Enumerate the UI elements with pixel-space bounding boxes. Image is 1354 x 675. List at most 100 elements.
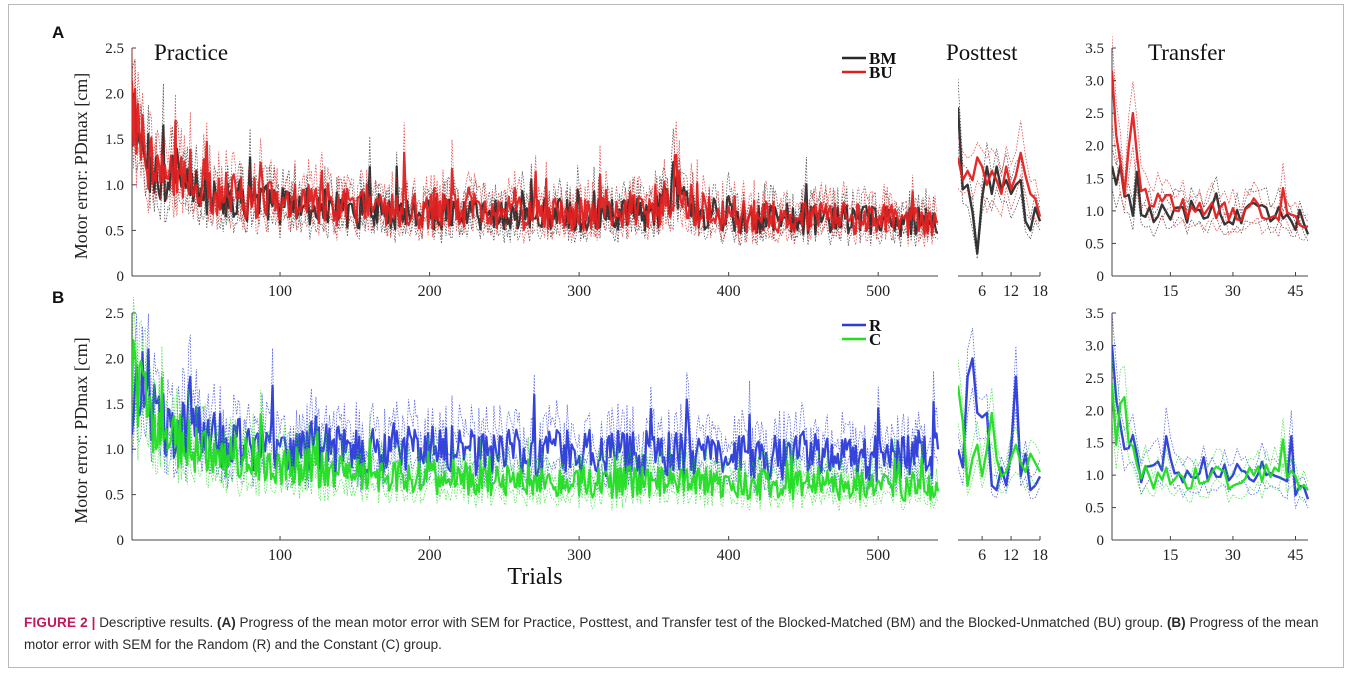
x-tick-label: 18	[1032, 547, 1048, 564]
x-tick-label: 6	[978, 547, 986, 564]
x-tick-label: 200	[418, 283, 442, 300]
series-line-bu	[1112, 70, 1309, 229]
figure-frame	[8, 4, 1344, 668]
sem-upper-c	[958, 359, 1041, 471]
x-tick-label: 200	[418, 547, 442, 564]
subplot-practice: 0 0.5 1.0 1.5 2.0 2.5 100 200 300 400 500 Practice	[105, 40, 939, 300]
sem-lower-bu	[958, 174, 1041, 226]
sem-lower-bm	[958, 143, 1041, 259]
y-tick-label: 1.5	[1085, 171, 1104, 187]
series-line-bm	[1112, 164, 1310, 235]
y-tick-label: 1.0	[1085, 204, 1104, 220]
sem-upper-r	[1112, 312, 1309, 491]
y-tick-label: 0.5	[1085, 236, 1104, 252]
caption-figure-number: FIGURE 2	[24, 615, 88, 630]
sem-upper-bm	[958, 78, 1041, 250]
series-group	[132, 47, 939, 248]
x-tick-label: 300	[567, 283, 591, 300]
series-line-bm	[132, 92, 938, 238]
subplot-practice: 0 0.5 1.0 1.5 2.0 2.5 100 200 300 400 500	[105, 297, 940, 564]
y-tick-label: 2.5	[1085, 106, 1104, 122]
y-tick-label: 0	[1097, 269, 1105, 285]
x-tick-label: 100	[268, 547, 292, 564]
y-tick-label: 0.5	[105, 223, 124, 239]
caption-b-label: (B)	[1166, 615, 1186, 630]
subplot-transfer: 0 0.5 1.0 1.5 2.0 2.5 3.0 3.5 15 30 45	[1085, 306, 1310, 564]
series-group	[958, 78, 1042, 259]
series-line-bm	[958, 107, 1042, 255]
legend: RC	[842, 316, 882, 349]
x-tick-label: 500	[866, 283, 890, 300]
sem-upper-c	[1112, 356, 1309, 485]
y-tick-label: 2.5	[1085, 371, 1104, 387]
subplot-title: Practice	[154, 40, 228, 65]
sem-lower-bu	[1112, 122, 1309, 241]
y-tick-label: 1.0	[105, 178, 124, 194]
subplot-title: Posttest	[946, 40, 1018, 65]
panel-b: B Motor error: PDmax [cm] 0 0.5 1.0 1.5 2.0 2.5…	[52, 288, 1310, 564]
legend-label-c: C	[869, 330, 881, 349]
x-tick-label: 100	[268, 283, 292, 300]
subplot-posttest: 6 12 18	[958, 328, 1048, 564]
y-tick-label: 1.0	[1085, 468, 1104, 484]
y-tick-label: 0	[1097, 533, 1105, 549]
y-tick-label: 0.5	[1085, 501, 1104, 517]
panel-a: A Motor error: PDmax [cm] 0 0.5 1.0 1.5 2.0 2.5…	[52, 23, 1310, 300]
y-tick-label: 2.0	[1085, 403, 1104, 419]
sem-upper-bu	[132, 47, 939, 229]
x-tick-label: 15	[1162, 283, 1178, 300]
sem-lower-bm	[132, 124, 939, 248]
x-tick-label: 12	[1003, 547, 1019, 564]
y-tick-label: 1.5	[105, 397, 124, 413]
series-group	[132, 297, 940, 512]
subplot-posttest: 6 12 18 Posttest	[946, 40, 1048, 300]
y-tick-label: 1.5	[105, 132, 124, 148]
caption-a-label: (A)	[217, 615, 236, 630]
figure-caption: FIGURE 2 | Descriptive results. (A) Prog…	[24, 612, 1324, 656]
x-tick-label: 45	[1287, 283, 1303, 300]
sem-lower-c	[132, 379, 939, 512]
y-axis-label: Motor error: PDmax [cm]	[71, 73, 91, 259]
y-tick-label: 2.5	[105, 306, 124, 322]
y-tick-label: 0	[117, 533, 125, 549]
sem-upper-bu	[1112, 36, 1309, 219]
series-group	[1112, 36, 1310, 242]
caption-b-text: Progress of the mean motor error with SE…	[24, 615, 1319, 652]
y-tick-label: 2.0	[105, 87, 124, 103]
caption-a-text: Progress of the mean motor error with SE…	[239, 615, 1164, 630]
y-tick-label: 0	[117, 269, 125, 285]
x-tick-label: 30	[1225, 547, 1241, 564]
y-tick-label: 3.5	[1085, 41, 1104, 57]
y-tick-label: 2.0	[105, 351, 124, 367]
sem-upper-c	[132, 297, 939, 496]
y-tick-label: 2.5	[105, 41, 124, 57]
legend-label-bm: BM	[869, 49, 896, 68]
series-line-r	[132, 348, 940, 482]
x-tick-label: 18	[1032, 283, 1048, 300]
x-tick-label: 300	[567, 547, 591, 564]
y-tick-label: 1.5	[1085, 436, 1104, 452]
panel-label: B	[52, 288, 64, 307]
caption-separator: |	[91, 615, 96, 630]
legend-label-r: R	[869, 316, 882, 335]
y-tick-label: 2.0	[1085, 139, 1104, 155]
series-line-r	[958, 357, 1042, 492]
x-tick-label: 15	[1162, 547, 1178, 564]
figure-plot: A Motor error: PDmax [cm] 0 0.5 1.0 1.5 2.0 2.5…	[52, 23, 1310, 590]
sem-lower-c	[1112, 419, 1309, 504]
panel-label: A	[52, 23, 64, 42]
caption-intro: Descriptive results.	[99, 615, 214, 630]
legend-label-bu: BU	[869, 63, 893, 82]
x-tick-label: 400	[717, 547, 741, 564]
series-line-c	[1112, 382, 1309, 491]
sem-upper-bm	[1112, 147, 1309, 225]
series-line-bu	[958, 151, 1042, 218]
series-group	[958, 328, 1042, 500]
sem-upper-r	[132, 313, 939, 473]
x-tick-label: 6	[978, 283, 986, 300]
series-group	[1112, 312, 1310, 509]
x-tick-label: 400	[717, 283, 741, 300]
y-tick-label: 0.5	[105, 488, 124, 504]
x-axis-label: Trials	[507, 564, 562, 590]
y-axis-label: Motor error: PDmax [cm]	[71, 337, 91, 523]
